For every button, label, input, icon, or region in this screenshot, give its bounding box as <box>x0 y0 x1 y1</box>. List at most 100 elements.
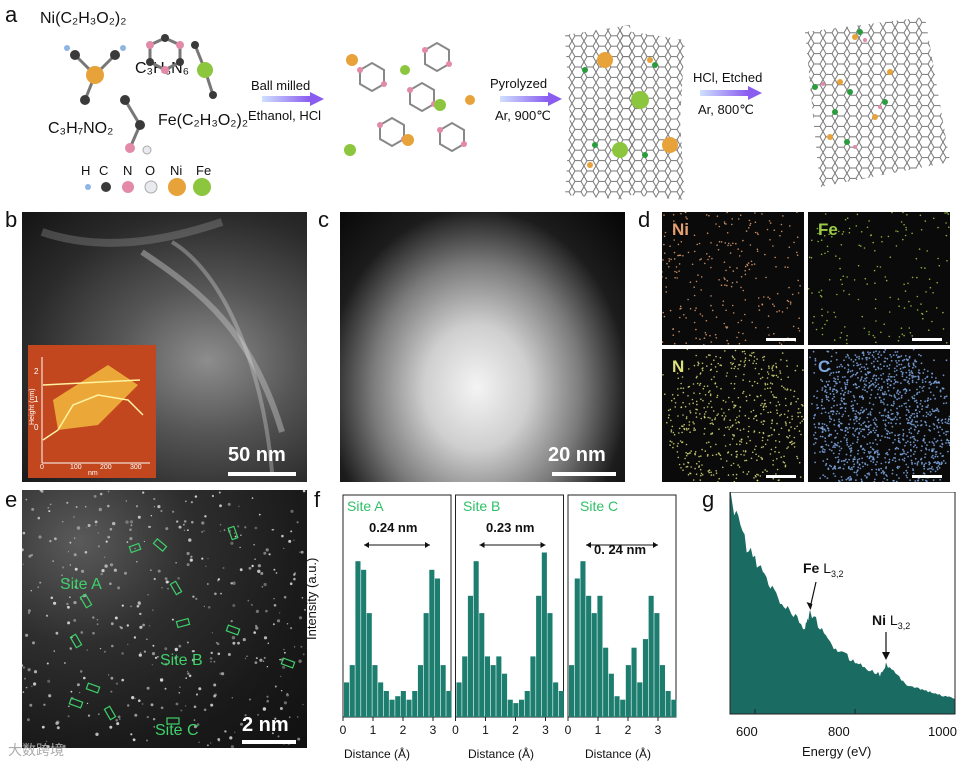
atom-speckle <box>146 739 148 742</box>
eds-dot <box>876 443 878 446</box>
eds-dot <box>911 375 913 377</box>
eds-dot <box>933 461 936 464</box>
eds-dot <box>678 263 681 265</box>
eds-dot <box>702 367 704 369</box>
eds-dot <box>716 386 718 388</box>
eds-dot <box>834 429 837 432</box>
eds-dot <box>729 252 732 254</box>
eds-dot <box>829 388 831 391</box>
eds-dot <box>672 443 675 445</box>
eds-dot <box>889 353 892 356</box>
atom-speckle <box>27 718 30 722</box>
eds-dot <box>801 403 803 406</box>
eds-dot <box>907 399 910 402</box>
atom-speckle <box>210 703 214 707</box>
eds-dot <box>854 383 857 385</box>
eds-dot <box>834 316 837 318</box>
eds-dot <box>860 231 863 233</box>
eds-dot <box>793 436 796 439</box>
atom-speckle <box>195 597 198 600</box>
eds-dot <box>719 356 722 359</box>
eds-dot <box>687 251 690 254</box>
eds-dot <box>692 402 694 404</box>
eds-dot <box>877 388 880 391</box>
profile-xtick-label: 3 <box>430 723 437 737</box>
eds-dot <box>891 469 894 472</box>
eds-dot <box>865 408 868 411</box>
eds-dot <box>726 284 728 287</box>
eds-dot <box>944 418 947 421</box>
eds-dot <box>769 382 772 384</box>
eds-dot <box>797 279 799 282</box>
eds-dot <box>857 466 860 469</box>
eds-dot <box>794 369 797 372</box>
eds-dot <box>739 406 742 408</box>
eds-dot <box>727 244 729 247</box>
atom-speckle <box>215 641 218 644</box>
eds-dot <box>897 339 900 342</box>
eds-dot <box>789 301 792 303</box>
eds-dot <box>725 375 728 377</box>
atom-speckle <box>201 521 205 525</box>
eds-dot <box>709 446 712 448</box>
eds-dot <box>912 423 915 426</box>
eds-dot <box>733 387 736 390</box>
eds-dot <box>900 453 903 456</box>
eds-dot <box>718 428 720 430</box>
eds-dot <box>920 420 923 422</box>
eds-dot <box>863 327 866 330</box>
eds-dot <box>852 442 854 445</box>
atom-speckle <box>45 740 48 743</box>
eds-dot <box>865 376 868 379</box>
atom-speckle <box>149 625 151 627</box>
eds-dot <box>906 451 909 454</box>
eds-dot <box>786 388 789 390</box>
eds-dot <box>779 234 781 237</box>
eds-dot <box>738 342 741 345</box>
eds-dot <box>694 467 696 470</box>
eds-dot <box>945 234 948 237</box>
atom-speckle <box>255 626 259 630</box>
eds-dot <box>705 333 707 336</box>
eds-dot <box>898 433 901 436</box>
atom-speckle <box>180 709 183 712</box>
eds-dot <box>815 438 818 440</box>
atom-speckle <box>27 611 30 615</box>
atom-speckle <box>67 605 70 609</box>
atom-speckle <box>87 524 91 527</box>
eds-dot <box>913 412 915 415</box>
eds-dot <box>931 376 933 379</box>
atom-speckle <box>69 564 71 566</box>
eds-dot <box>684 405 687 408</box>
eds-dot <box>674 270 676 273</box>
eds-dot <box>780 343 783 346</box>
eds-dot <box>947 420 950 422</box>
atom-speckle <box>92 616 95 619</box>
atom-speckle <box>157 656 159 658</box>
eds-dot <box>718 453 721 455</box>
eds-dot <box>756 248 759 251</box>
eds-dot <box>685 417 688 420</box>
eds-dot <box>851 407 854 410</box>
eds-dot <box>696 382 699 385</box>
atom-speckle <box>116 722 120 726</box>
eds-dot <box>775 266 777 268</box>
eds-dot <box>915 409 917 411</box>
eds-dot <box>832 452 835 455</box>
eds-dot <box>872 419 875 421</box>
eds-dot <box>780 427 783 430</box>
eds-scale-c <box>912 475 942 478</box>
atom-speckle <box>253 544 255 546</box>
eds-dot <box>854 373 857 376</box>
eds-dot <box>935 377 937 379</box>
atom-speckle <box>135 505 139 508</box>
atom-speckle <box>217 578 220 581</box>
eds-dot <box>730 367 733 370</box>
atom-speckle <box>279 658 281 661</box>
eds-dot <box>846 461 849 464</box>
eds-dot <box>898 356 901 358</box>
atom-speckle <box>234 731 236 733</box>
eds-dot <box>722 304 724 306</box>
eds-dot <box>918 391 921 393</box>
eds-dot <box>900 327 903 329</box>
